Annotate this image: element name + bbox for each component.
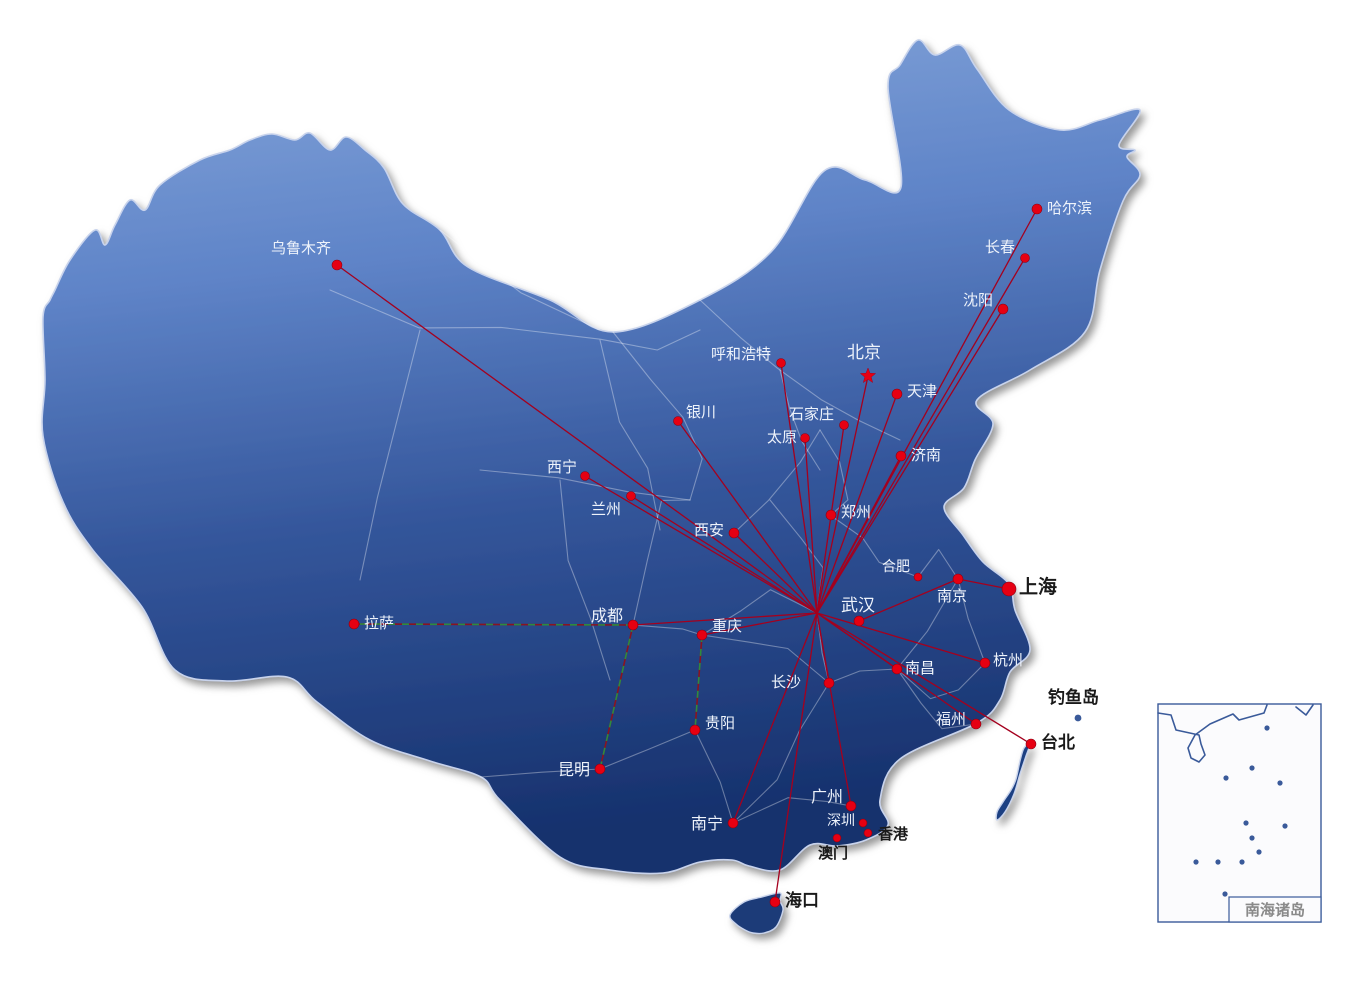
svg-text:济南: 济南 — [911, 447, 941, 464]
svg-text:上海: 上海 — [1019, 575, 1057, 598]
svg-text:澳门: 澳门 — [818, 844, 848, 862]
svg-text:呼和浩特: 呼和浩特 — [711, 346, 771, 363]
svg-text:长沙: 长沙 — [771, 674, 801, 691]
svg-text:郑州: 郑州 — [841, 504, 871, 521]
svg-text:武汉: 武汉 — [841, 596, 875, 615]
svg-text:昆明: 昆明 — [558, 762, 590, 779]
svg-text:西安: 西安 — [694, 522, 724, 539]
svg-text:乌鲁木齐: 乌鲁木齐 — [271, 240, 331, 257]
svg-text:台北: 台北 — [1041, 732, 1075, 752]
svg-text:南宁: 南宁 — [691, 815, 723, 833]
svg-text:贵阳: 贵阳 — [705, 715, 735, 732]
svg-text:哈尔滨: 哈尔滨 — [1047, 200, 1092, 217]
svg-text:北京: 北京 — [847, 343, 881, 362]
svg-text:西宁: 西宁 — [547, 459, 577, 476]
svg-text:南京: 南京 — [937, 588, 967, 605]
svg-text:天津: 天津 — [907, 383, 937, 400]
svg-text:成都: 成都 — [591, 607, 623, 625]
svg-text:重庆: 重庆 — [712, 618, 742, 635]
svg-text:拉萨: 拉萨 — [364, 615, 394, 632]
svg-text:沈阳: 沈阳 — [963, 292, 993, 309]
svg-text:长春: 长春 — [985, 239, 1015, 256]
svg-text:钓鱼岛: 钓鱼岛 — [1048, 687, 1099, 707]
svg-text:合肥: 合肥 — [882, 558, 910, 574]
svg-text:南昌: 南昌 — [905, 660, 935, 677]
svg-text:福州: 福州 — [936, 711, 966, 728]
svg-text:深圳: 深圳 — [827, 812, 855, 828]
svg-text:香港: 香港 — [878, 825, 909, 843]
svg-text:兰州: 兰州 — [591, 501, 621, 518]
svg-text:海口: 海口 — [785, 890, 819, 910]
svg-text:银川: 银川 — [686, 404, 716, 421]
svg-text:石家庄: 石家庄 — [789, 405, 834, 423]
svg-text:广州: 广州 — [811, 788, 843, 806]
svg-text:杭州: 杭州 — [993, 652, 1023, 669]
svg-text:太原: 太原 — [767, 429, 797, 446]
svg-text:南海诸岛: 南海诸岛 — [1245, 901, 1305, 919]
